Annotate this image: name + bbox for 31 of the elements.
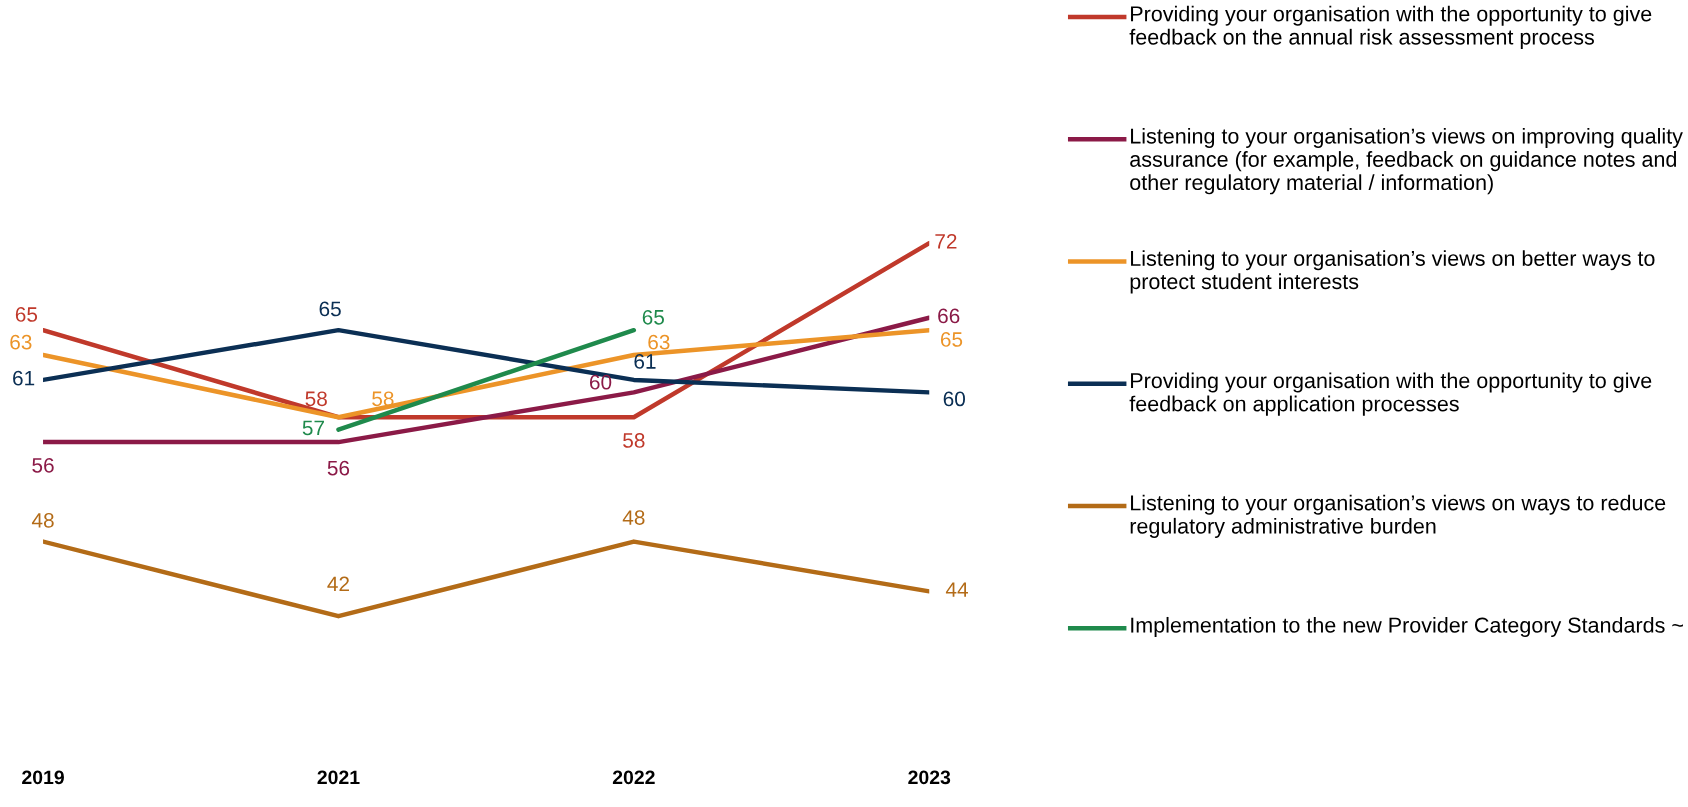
data-label: 66 bbox=[938, 308, 960, 324]
data-label: 58 bbox=[623, 433, 645, 448]
x-tick-label: 2023 bbox=[908, 770, 951, 785]
data-label: 65 bbox=[15, 307, 38, 322]
data-label: 63 bbox=[648, 334, 670, 350]
legend-label: Implementation to the new Provider Category Standards ~ bbox=[1131, 616, 1683, 638]
data-label: 61 bbox=[634, 354, 656, 369]
data-label: 42 bbox=[327, 576, 349, 592]
x-tick-label: 2022 bbox=[612, 770, 655, 785]
x-tick-label: 2019 bbox=[22, 770, 64, 785]
legend-label: Listening to your organisation’s views on better ways to protect student interests bbox=[1130, 250, 1655, 294]
data-label: 60 bbox=[943, 391, 966, 407]
data-label: 56 bbox=[32, 457, 54, 473]
data-label: 48 bbox=[622, 510, 645, 525]
legend-label: Listening to your organisation’s views on improving quality assurance (for example, feedback on guidance notes and other regulatory material / information) bbox=[1130, 127, 1683, 195]
legend-label: Providing your organisation with the opportunity to give feedback on the annual risk assessment process bbox=[1129, 5, 1652, 49]
data-label: 57 bbox=[302, 420, 324, 436]
data-label: 72 bbox=[935, 233, 957, 249]
data-label: 63 bbox=[10, 334, 32, 350]
data-label: 65 bbox=[642, 309, 664, 325]
data-label: 48 bbox=[31, 512, 54, 528]
data-label: 56 bbox=[327, 460, 350, 476]
data-label: 44 bbox=[945, 582, 968, 597]
legend-label: Listening to your organisation’s views on ways to reduce regulatory administrative burden bbox=[1130, 494, 1666, 538]
x-tick-label: 2021 bbox=[317, 770, 360, 785]
legend-label: Providing your organisation with the opportunity to give feedback on application processes bbox=[1129, 372, 1652, 416]
data-label: 65 bbox=[940, 332, 963, 347]
data-label: 61 bbox=[13, 370, 35, 386]
data-label: 65 bbox=[319, 301, 341, 317]
data-label: 60 bbox=[589, 374, 612, 390]
data-label: 58 bbox=[305, 391, 327, 407]
